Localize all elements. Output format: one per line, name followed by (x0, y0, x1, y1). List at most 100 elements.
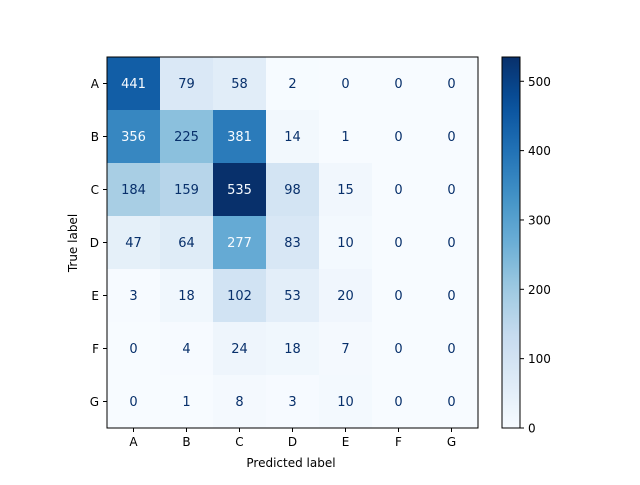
heatmap-cell (266, 216, 320, 270)
x-tick-label: F (395, 435, 402, 449)
y-tick-label: D (90, 236, 99, 250)
heatmap-cell (266, 269, 320, 323)
cell-value-label: 2 (288, 77, 296, 92)
heatmap-cells (107, 57, 479, 429)
heatmap-cell (425, 375, 479, 429)
colorbar-tick-label: 400 (528, 144, 551, 158)
cell-value-label: 18 (178, 289, 195, 304)
cell-value-label: 7 (341, 342, 349, 357)
cell-value-label: 184 (121, 183, 146, 198)
heatmap-cell (425, 110, 479, 164)
cell-value-label: 0 (447, 183, 455, 198)
heatmap-cell (425, 269, 479, 323)
cell-value-label: 1 (341, 130, 349, 145)
cell-value-label: 79 (178, 77, 195, 92)
y-tick-label: F (92, 342, 99, 356)
cell-value-label: 0 (447, 289, 455, 304)
cell-value-label: 0 (447, 342, 455, 357)
cell-value-label: 356 (121, 130, 146, 145)
colorbar-tick-label: 300 (528, 213, 551, 227)
cell-value-label: 225 (174, 130, 199, 145)
cell-value-label: 381 (227, 130, 252, 145)
cell-value-label: 15 (337, 183, 354, 198)
cell-value-label: 441 (121, 77, 146, 92)
cell-value-label: 0 (447, 236, 455, 251)
heatmap-cell (319, 269, 373, 323)
cell-value-label: 14 (284, 130, 301, 145)
cell-value-label: 0 (394, 342, 402, 357)
cell-value-label: 0 (394, 130, 402, 145)
cell-value-label: 159 (174, 183, 199, 198)
x-axis-label: Predicted label (246, 456, 335, 470)
cell-value-label: 83 (284, 236, 301, 251)
heatmap-cell (213, 216, 267, 270)
heatmap-cell (107, 269, 161, 323)
heatmap-cell (107, 163, 161, 217)
heatmap-cell (425, 163, 479, 217)
cell-value-label: 0 (447, 130, 455, 145)
cell-value-label: 10 (337, 395, 354, 410)
heatmap-cell (266, 375, 320, 429)
cell-value-label: 0 (341, 77, 349, 92)
y-tick-label: G (90, 395, 99, 409)
heatmap-cell (319, 57, 373, 111)
y-axis-label: True label (66, 214, 80, 273)
heatmap-cell (372, 322, 426, 376)
cell-value-label: 0 (447, 77, 455, 92)
cell-value-label: 3 (288, 395, 296, 410)
x-tick-label: E (342, 435, 350, 449)
x-tick-label: B (182, 435, 190, 449)
heatmap-cell (213, 110, 267, 164)
cell-value-label: 47 (125, 236, 142, 251)
cell-value-label: 58 (231, 77, 248, 92)
cell-value-label: 18 (284, 342, 301, 357)
heatmap-cell (319, 163, 373, 217)
heatmap-cell (319, 216, 373, 270)
heatmap-cell (160, 375, 214, 429)
heatmap-cell (213, 163, 267, 217)
cell-value-label: 0 (394, 289, 402, 304)
heatmap-cell (266, 163, 320, 217)
heatmap-cell (372, 57, 426, 111)
heatmap-cell (160, 163, 214, 217)
heatmap-cell (213, 57, 267, 111)
cell-value-label: 20 (337, 289, 354, 304)
heatmap-cell (107, 216, 161, 270)
y-axis: A B C D E F G (90, 77, 107, 409)
cell-value-label: 0 (394, 77, 402, 92)
cell-value-label: 102 (227, 289, 252, 304)
heatmap-cell (425, 57, 479, 111)
cell-value-label: 0 (447, 395, 455, 410)
cell-value-label: 10 (337, 236, 354, 251)
heatmap-cell (372, 110, 426, 164)
x-tick-label: D (288, 435, 297, 449)
heatmap-cell (372, 216, 426, 270)
x-tick-label: A (129, 435, 138, 449)
cell-value-label: 0 (394, 236, 402, 251)
y-tick-label: C (91, 183, 99, 197)
heatmap-cell (319, 375, 373, 429)
x-axis: A B C D E F G (129, 428, 456, 449)
heatmap-cell (160, 57, 214, 111)
cell-value-label: 0 (394, 395, 402, 410)
heatmap-cell (160, 216, 214, 270)
heatmap-cell (213, 269, 267, 323)
cell-value-label: 277 (227, 236, 252, 251)
cell-value-label: 1 (182, 395, 190, 410)
cell-value-label: 98 (284, 183, 301, 198)
cell-value-label: 0 (129, 342, 137, 357)
colorbar-tick-label: 100 (528, 352, 551, 366)
heatmap-cell (160, 110, 214, 164)
heatmap-cell (266, 322, 320, 376)
cell-value-label: 4 (182, 342, 190, 357)
cell-value-label: 3 (129, 289, 137, 304)
heatmap-cell (372, 163, 426, 217)
heatmap-cell (266, 110, 320, 164)
x-tick-label: C (235, 435, 243, 449)
cell-value-label: 8 (235, 395, 243, 410)
cell-value-label: 64 (178, 236, 195, 251)
heatmap-cell (372, 375, 426, 429)
